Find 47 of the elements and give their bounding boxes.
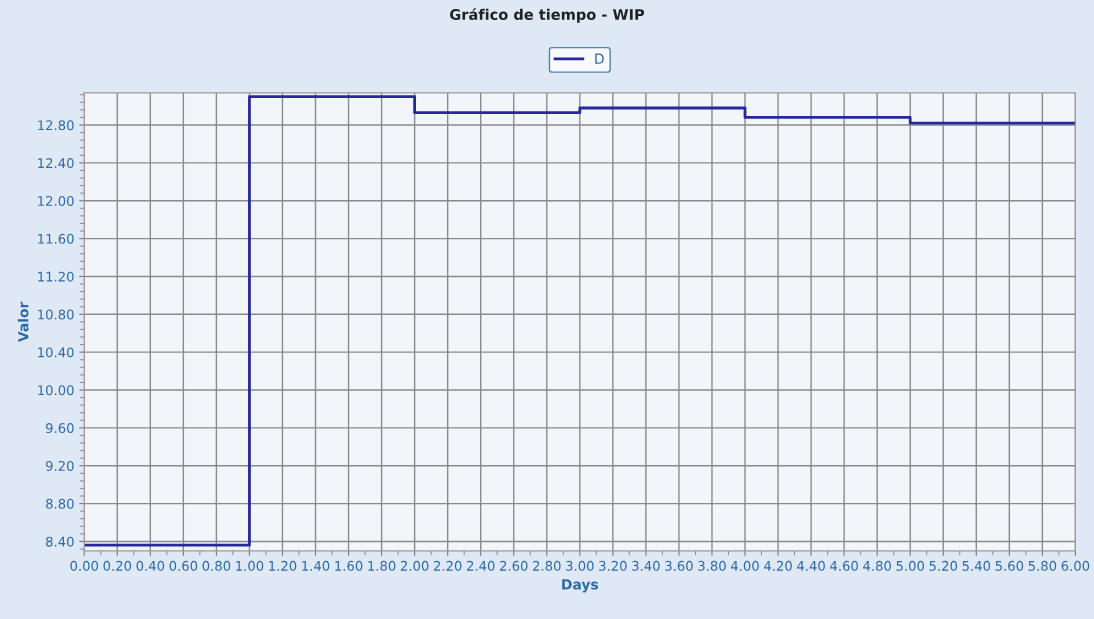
y-tick-label: 8.40 xyxy=(46,536,74,547)
x-tick-label: 2.60 xyxy=(500,560,528,571)
x-tick-label: 4.40 xyxy=(797,560,825,571)
y-axis-title: Valor xyxy=(17,301,29,343)
y-tick-label: 10.40 xyxy=(38,347,74,358)
chart-title: Gráfico de tiempo - WIP xyxy=(450,8,645,23)
x-tick-label: 0.40 xyxy=(136,560,165,571)
y-tick-label: 8.80 xyxy=(46,498,74,509)
x-tick-label: 0.60 xyxy=(169,560,198,571)
y-tick-label: 9.60 xyxy=(45,423,74,434)
x-tick-label: 1.80 xyxy=(368,560,396,571)
x-tick-label: 5.20 xyxy=(929,560,958,571)
x-tick-label: 4.00 xyxy=(730,560,759,571)
x-tick-label: 5.60 xyxy=(995,560,1024,571)
x-tick-label: 2.40 xyxy=(466,560,495,571)
x-tick-label: 2.80 xyxy=(533,560,561,571)
y-tick-label: 10.80 xyxy=(38,309,74,320)
x-tick-label: 3.00 xyxy=(566,560,594,571)
x-tick-label: 1.40 xyxy=(302,560,330,571)
legend-label: D xyxy=(595,53,604,64)
x-tick-label: 1.20 xyxy=(269,560,297,571)
x-tick-label: 3.40 xyxy=(632,560,660,571)
x-tick-label: 4.80 xyxy=(863,560,891,571)
y-tick-label: 11.20 xyxy=(38,271,74,282)
x-tick-label: 0.00 xyxy=(70,560,99,571)
x-tick-label: 4.60 xyxy=(830,560,858,571)
x-axis-title: Days xyxy=(562,579,599,593)
x-tick-label: 0.20 xyxy=(103,560,132,571)
x-tick-label: 3.80 xyxy=(698,560,726,571)
x-tick-label: 2.00 xyxy=(400,560,429,571)
x-tick-label: 3.60 xyxy=(665,560,693,571)
x-tick-label: 6.00 xyxy=(1061,560,1090,571)
x-tick-label: 1.00 xyxy=(236,560,264,571)
x-tick-label: 3.20 xyxy=(599,560,627,571)
y-tick-label: 12.40 xyxy=(38,158,74,169)
x-tick-label: 5.80 xyxy=(1028,560,1057,571)
x-tick-label: 5.00 xyxy=(896,560,925,571)
x-tick-label: 4.20 xyxy=(764,560,792,571)
x-tick-label: 5.40 xyxy=(962,560,991,571)
y-tick-label: 9.20 xyxy=(45,460,74,471)
y-tick-label: 12.00 xyxy=(38,195,74,206)
x-tick-label: 2.20 xyxy=(433,560,462,571)
y-tick-label: 12.80 xyxy=(38,120,74,131)
x-tick-label: 1.60 xyxy=(335,560,363,571)
y-tick-label: 10.00 xyxy=(38,385,74,396)
x-tick-label: 0.80 xyxy=(202,560,231,571)
y-tick-label: 11.60 xyxy=(38,233,74,244)
